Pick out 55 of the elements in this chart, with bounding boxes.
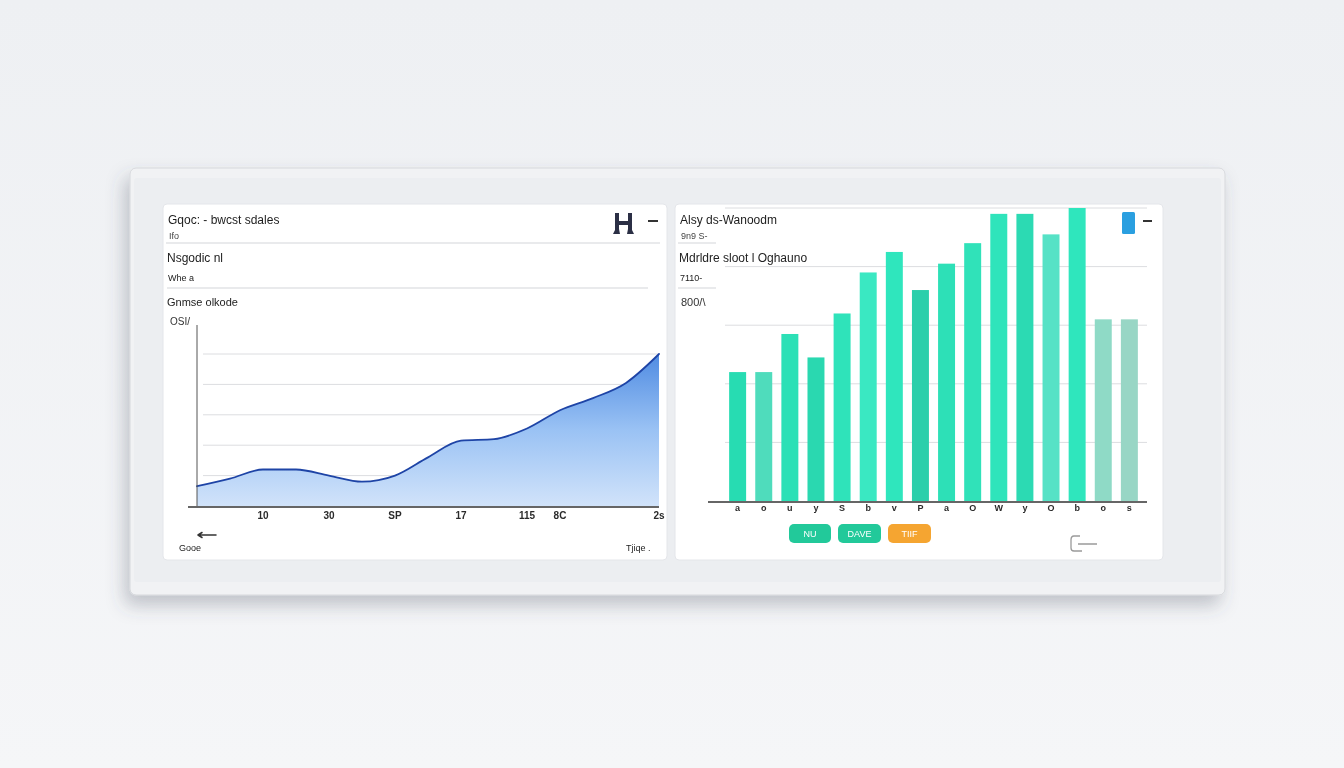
x-tick-label: 115 — [518, 510, 536, 521]
text: Whe a — [168, 273, 195, 283]
bar — [1094, 319, 1112, 501]
x-tick-label: b — [1074, 503, 1081, 513]
x-tick-label: y — [1022, 503, 1028, 513]
bar — [1120, 319, 1138, 501]
x-tick-label: O — [969, 503, 977, 513]
x-tick-label: W — [994, 503, 1004, 513]
y-axis-title: 800/\ — [681, 296, 707, 308]
text: Tjiqe . — [626, 543, 651, 553]
x-tick-label: a — [735, 503, 742, 513]
text: Gooe — [179, 543, 202, 553]
bar — [833, 313, 851, 501]
x-tick-label: o — [760, 503, 767, 513]
text: Nsgodic nl — [167, 251, 224, 265]
y-axis-title: OSI/ — [170, 316, 191, 327]
text: 7110- — [680, 273, 703, 283]
x-tick-label: SP — [388, 510, 402, 521]
bar — [1042, 234, 1060, 501]
bar — [755, 372, 773, 501]
x-tick-label: y — [813, 503, 819, 513]
text: Gnmse olkode — [167, 296, 238, 308]
x-tick-label: 2s — [653, 510, 665, 521]
bar — [1016, 213, 1034, 501]
bar — [885, 251, 903, 501]
x-tick-label: S — [839, 503, 846, 513]
x-tick-label: P — [917, 503, 924, 513]
x-tick-label: 8C — [553, 510, 567, 521]
button[interactable]: DAVE — [838, 524, 881, 543]
bar — [781, 333, 799, 501]
bar — [807, 357, 825, 501]
text: Alsy ds-Wanoodm — [680, 213, 777, 227]
chart-subtitle: Ifo — [169, 231, 180, 241]
bar — [1068, 208, 1086, 501]
button[interactable]: TIIF — [888, 524, 931, 543]
x-tick-label: O — [1047, 503, 1055, 513]
x-tick-label: u — [787, 503, 793, 513]
annotation: Mdrldre sloot l Oghauno — [679, 251, 808, 265]
x-tick-label: o — [1100, 503, 1107, 513]
bar — [729, 372, 747, 501]
x-tick-label: 30 — [323, 510, 335, 521]
bar — [938, 263, 956, 501]
text: 9n9 S- — [681, 231, 708, 241]
bar — [990, 213, 1008, 501]
bar — [859, 272, 877, 501]
x-tick-label: s — [1126, 503, 1132, 513]
bar — [964, 243, 982, 501]
chart-title: Gqoc: - bwcst sdales — [168, 213, 280, 227]
bar — [911, 290, 929, 501]
button[interactable]: NU — [789, 524, 831, 543]
x-tick-label: v — [891, 503, 897, 513]
x-tick-label: 17 — [455, 510, 467, 521]
x-tick-label: 10 — [257, 510, 269, 521]
x-tick-label: b — [865, 503, 872, 513]
x-tick-label: a — [944, 503, 951, 513]
